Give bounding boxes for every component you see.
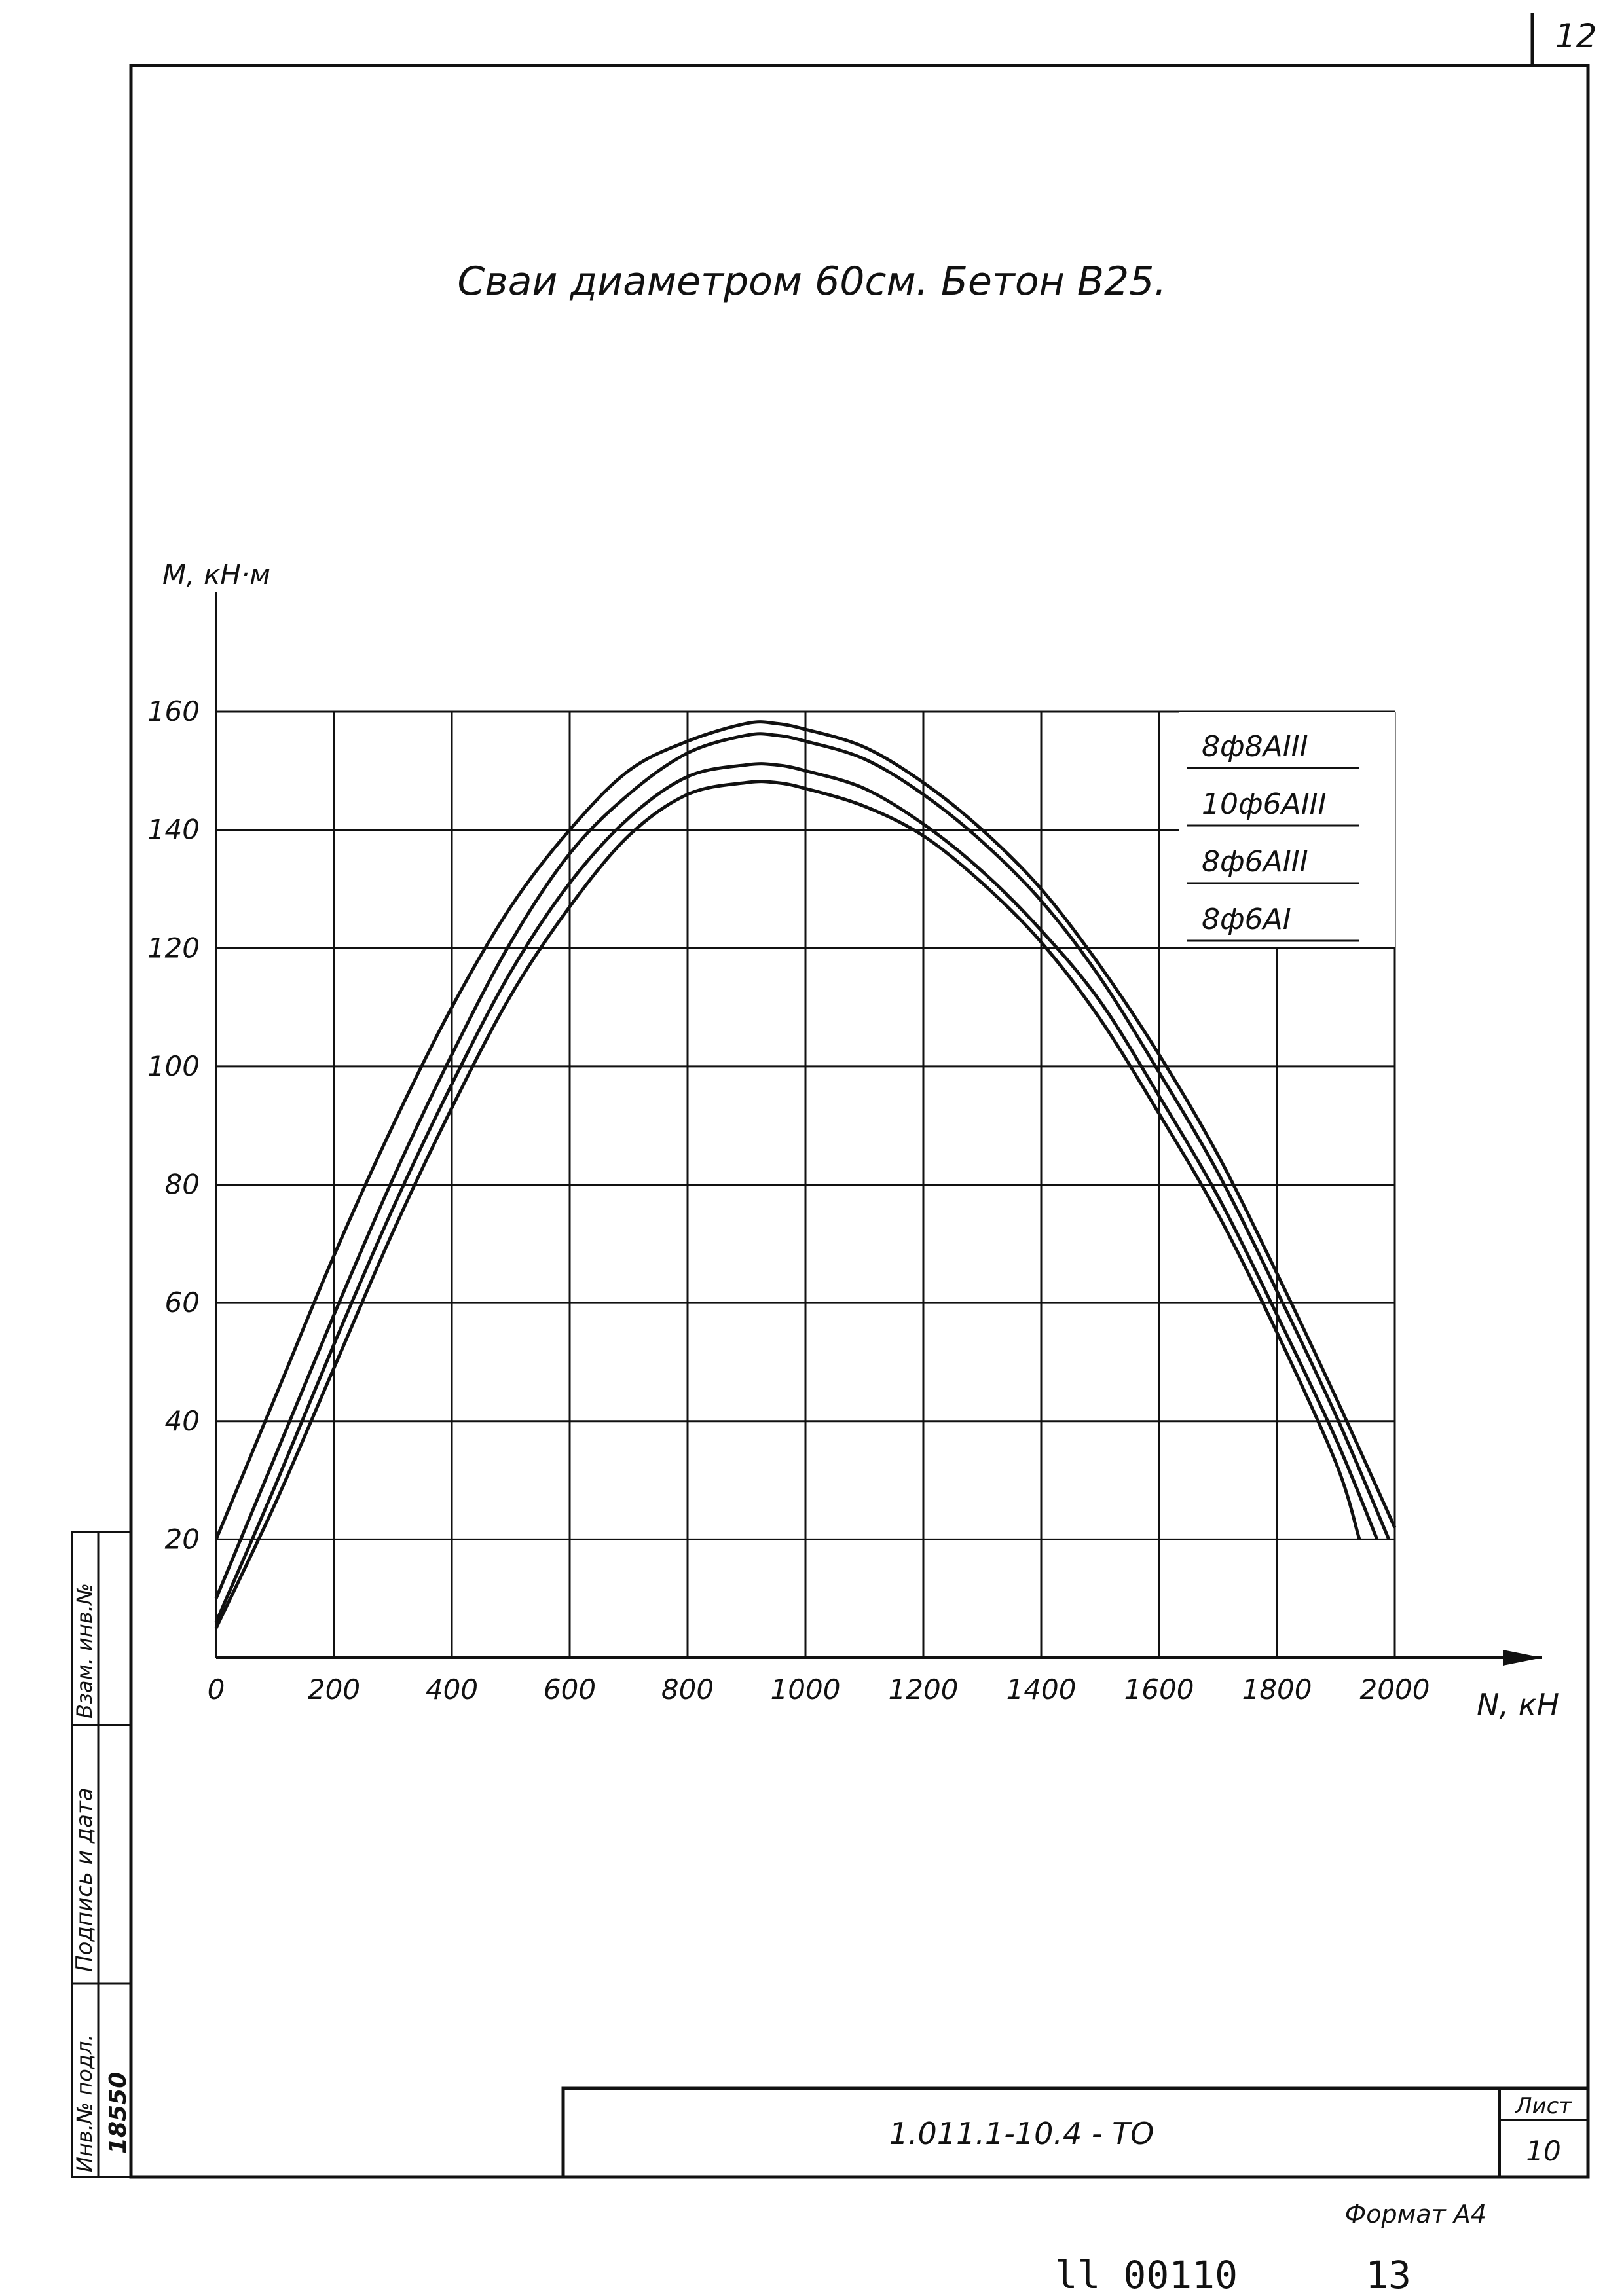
series-line-2 <box>214 732 1391 1599</box>
side-stamp-frame <box>71 1531 132 2178</box>
x-tick-label: 1200 <box>889 1673 959 1705</box>
title-block: 1.011.1-10.4 - ТО Лист 10 <box>561 2086 1590 2179</box>
y-tick-label: 160 <box>147 695 200 727</box>
x-tick-labels: 0 200 400 600 800 1000 1200 1400 1600 1800 2000 <box>208 1673 1430 1705</box>
side-stamp-col1-label: Инв.№ подл. <box>72 2034 97 2172</box>
y-tick-label: 80 <box>165 1169 200 1201</box>
y-tick-label: 20 <box>165 1523 200 1555</box>
side-stamp: Инв.№ подл. 18550 Подпись и дата Взам. и… <box>71 1531 132 2178</box>
x-tick-label: 600 <box>544 1673 596 1705</box>
sheet-label: Лист <box>1514 2093 1572 2119</box>
chart-title: Сваи диаметром 60см. Бетон В25. <box>458 259 1167 304</box>
x-tick-label: 2000 <box>1360 1673 1430 1705</box>
bottom-stamp-right: 13 <box>1365 2253 1411 2296</box>
series-line-1 <box>214 720 1397 1540</box>
legend-entry: 10ф6АIII <box>1202 788 1327 821</box>
x-tick-label: 800 <box>661 1673 714 1705</box>
document-code: 1.011.1-10.4 - ТО <box>889 2116 1154 2151</box>
format-label: Формат А4 <box>1345 2200 1486 2229</box>
axes <box>215 592 1542 1666</box>
legend: 8ф8АIII 10ф6АIII 8ф6АIII 8ф6АI <box>1179 712 1395 947</box>
side-stamp-col1-value: 18550 <box>105 2072 132 2154</box>
legend-background <box>1179 712 1395 947</box>
x-axis-arrow <box>1503 1650 1542 1666</box>
x-tick-label: 0 <box>208 1673 225 1705</box>
y-tick-label: 60 <box>165 1286 200 1319</box>
x-tick-label: 200 <box>308 1673 360 1705</box>
y-axis-label: М, кН·м <box>162 558 270 591</box>
x-tick-label: 400 <box>426 1673 478 1705</box>
legend-entry: 8ф6АI <box>1202 903 1291 936</box>
legend-entry: 8ф8АIII <box>1202 730 1308 763</box>
side-stamp-col2-label: Подпись и дата <box>71 1787 98 1972</box>
x-axis-label: N, кН <box>1477 1687 1559 1722</box>
y-tick-label: 120 <box>147 932 200 964</box>
x-tick-label: 1000 <box>771 1673 841 1705</box>
x-tick-label: 1400 <box>1006 1673 1077 1705</box>
page-number-top: 12 <box>1555 17 1597 55</box>
y-tick-labels: 20 40 60 80 100 120 140 160 <box>147 695 200 1555</box>
x-tick-label: 1800 <box>1242 1673 1312 1705</box>
y-tick-label: 100 <box>147 1050 200 1082</box>
y-tick-label: 40 <box>165 1405 200 1437</box>
series-line-4 <box>214 780 1361 1629</box>
series-line-3 <box>214 762 1379 1623</box>
x-tick-label: 1600 <box>1124 1673 1194 1705</box>
outer-frame <box>129 64 1590 2179</box>
sheet-number: 10 <box>1526 2135 1560 2167</box>
side-stamp-col3-label: Взам. инв.№ <box>72 1583 97 1719</box>
bottom-stamp-left: ll 00110 <box>1055 2253 1238 2296</box>
y-tick-label: 140 <box>147 814 200 846</box>
series-group <box>214 720 1397 1629</box>
legend-entry: 8ф6АIII <box>1202 845 1308 879</box>
title-block-frame <box>561 2086 1590 2179</box>
